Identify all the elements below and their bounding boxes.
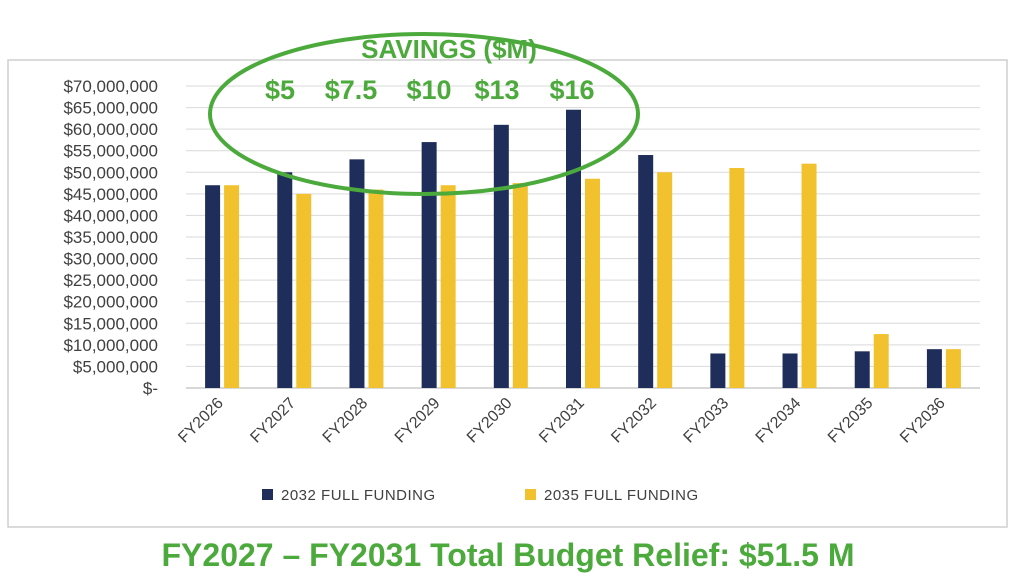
bar-2032-FY2035 bbox=[854, 351, 870, 388]
y-tick-label: $55,000,000 bbox=[63, 142, 158, 161]
bar-2032-FY2028 bbox=[349, 159, 365, 388]
bar-2035-FY2033 bbox=[729, 167, 745, 388]
bar-2035-FY2029 bbox=[440, 185, 456, 388]
bar-2035-FY2026 bbox=[224, 185, 240, 388]
bar-2032-FY2029 bbox=[421, 142, 437, 388]
y-tick-label: $40,000,000 bbox=[63, 206, 158, 225]
y-tick-label: $10,000,000 bbox=[63, 336, 158, 355]
bar-2035-FY2031 bbox=[585, 178, 600, 388]
legend: 2032 FULL FUNDING 2035 FULL FUNDING bbox=[262, 487, 699, 504]
y-tick-label: $35,000,000 bbox=[63, 228, 158, 247]
legend-swatch bbox=[262, 489, 273, 500]
savings-value: $13 bbox=[474, 75, 519, 105]
y-tick-label: $15,000,000 bbox=[63, 314, 158, 333]
bar-2035-FY2035 bbox=[873, 334, 889, 388]
bar-2035-FY2028 bbox=[368, 189, 384, 388]
budget-relief-caption: FY2027 – FY2031 Total Budget Relief: $51… bbox=[162, 537, 855, 573]
bar-2032-FY2034 bbox=[782, 353, 798, 388]
y-tick-label: $5,000,000 bbox=[73, 357, 158, 376]
bar-2035-FY2027 bbox=[296, 193, 312, 388]
y-tick-label: $60,000,000 bbox=[63, 120, 158, 139]
bar-2032-FY2030 bbox=[493, 124, 509, 388]
bar-2032-FY2032 bbox=[638, 155, 654, 388]
savings-values: $5 $7.5 $10 $13 $16 bbox=[265, 75, 595, 105]
bar-2032-FY2031 bbox=[566, 109, 581, 388]
bar-2035-FY2032 bbox=[657, 172, 673, 388]
legend-swatch bbox=[525, 489, 536, 500]
y-axis-tick-labels: $- $5,000,000 $10,000,000 $15,000,000 $20,00… bbox=[63, 77, 158, 398]
bar-2035-FY2030 bbox=[512, 183, 528, 388]
bar-2032-FY2027 bbox=[277, 172, 293, 388]
bars bbox=[205, 109, 961, 388]
y-tick-label: $70,000,000 bbox=[63, 77, 158, 96]
y-tick-label: $45,000,000 bbox=[63, 185, 158, 204]
bar-2032-FY2036 bbox=[926, 349, 942, 388]
y-tick-label: $65,000,000 bbox=[63, 99, 158, 118]
y-tick-label: $- bbox=[143, 379, 158, 398]
savings-value: $16 bbox=[549, 75, 594, 105]
legend-label: 2032 FULL FUNDING bbox=[281, 487, 436, 504]
savings-highlight-ellipse bbox=[208, 32, 640, 196]
y-tick-label: $20,000,000 bbox=[63, 293, 158, 312]
savings-value: $5 bbox=[265, 75, 295, 105]
y-tick-label: $50,000,000 bbox=[63, 163, 158, 182]
savings-value: $10 bbox=[406, 75, 451, 105]
legend-label: 2035 FULL FUNDING bbox=[544, 487, 699, 504]
bar-2032-FY2033 bbox=[710, 353, 726, 388]
savings-value: $7.5 bbox=[325, 75, 378, 105]
y-tick-label: $25,000,000 bbox=[63, 271, 158, 290]
bar-2032-FY2026 bbox=[205, 185, 221, 388]
y-tick-label: $30,000,000 bbox=[63, 250, 158, 269]
savings-title: SAVINGS ($M) bbox=[361, 34, 537, 64]
bar-2035-FY2034 bbox=[801, 163, 817, 388]
gridlines bbox=[186, 85, 980, 389]
bar-2035-FY2036 bbox=[945, 349, 961, 388]
